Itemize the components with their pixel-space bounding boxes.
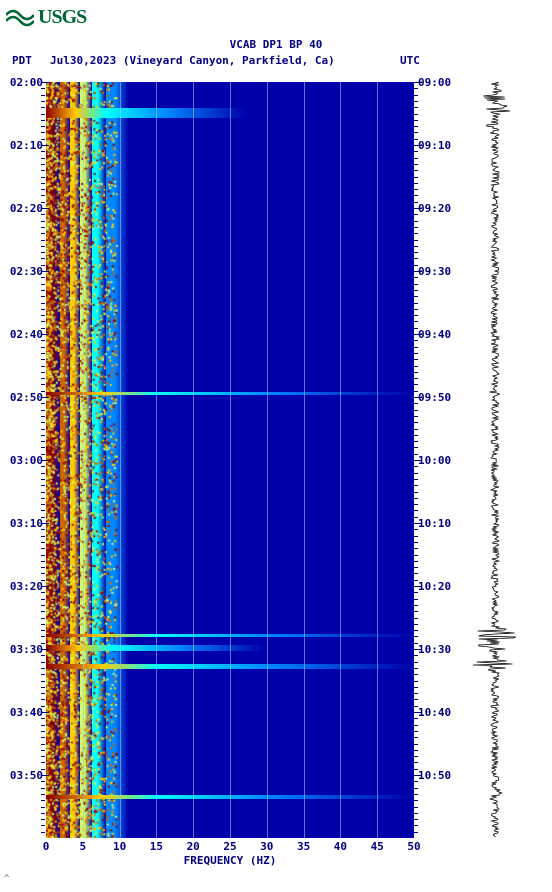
ytick-left: 02:50: [8, 391, 43, 404]
ytick-right: 10:30: [418, 643, 451, 656]
footer-mark: ^: [4, 874, 9, 884]
xtick: 25: [223, 840, 236, 853]
seismogram-trace: [460, 82, 530, 838]
usgs-logo: USGS: [6, 6, 86, 29]
ytick-right: 09:20: [418, 202, 451, 215]
ytick-left: 02:20: [8, 202, 43, 215]
xtick: 10: [113, 840, 126, 853]
ytick-left: 03:00: [8, 454, 43, 467]
xtick: 5: [79, 840, 86, 853]
ytick-left: 03:30: [8, 643, 43, 656]
xtick: 40: [334, 840, 347, 853]
ytick-right: 09:50: [418, 391, 451, 404]
ytick-right: 10:20: [418, 580, 451, 593]
ytick-left: 02:40: [8, 328, 43, 341]
xtick: 45: [371, 840, 384, 853]
ytick-right: 10:10: [418, 517, 451, 530]
ytick-left: 02:00: [8, 76, 43, 89]
ytick-right: 09:40: [418, 328, 451, 341]
ytick-left: 03:20: [8, 580, 43, 593]
xtick: 20: [187, 840, 200, 853]
ytick-right: 09:10: [418, 139, 451, 152]
date-location-label: Jul30,2023 (Vineyard Canyon, Parkfield, …: [50, 54, 335, 67]
x-axis-label: FREQUENCY (HZ): [46, 854, 414, 867]
ytick-left: 03:40: [8, 706, 43, 719]
ytick-right: 10:40: [418, 706, 451, 719]
xtick: 15: [150, 840, 163, 853]
ytick-right: 10:50: [418, 769, 451, 782]
ytick-right: 09:30: [418, 265, 451, 278]
ytick-right: 10:00: [418, 454, 451, 467]
chart-title: VCAB DP1 BP 40: [0, 38, 552, 51]
ytick-left: 03:10: [8, 517, 43, 530]
ytick-right: 09:00: [418, 76, 451, 89]
spectrogram-plot: [46, 82, 414, 838]
xtick: 0: [43, 840, 50, 853]
wave-icon: [6, 9, 34, 27]
tz-right-label: UTC: [400, 54, 420, 67]
ytick-left: 02:10: [8, 139, 43, 152]
ytick-left: 03:50: [8, 769, 43, 782]
logo-text: USGS: [38, 6, 86, 29]
tz-left-label: PDT: [12, 54, 32, 67]
xtick: 50: [407, 840, 420, 853]
xtick: 35: [297, 840, 310, 853]
xtick: 30: [260, 840, 273, 853]
ytick-left: 02:30: [8, 265, 43, 278]
